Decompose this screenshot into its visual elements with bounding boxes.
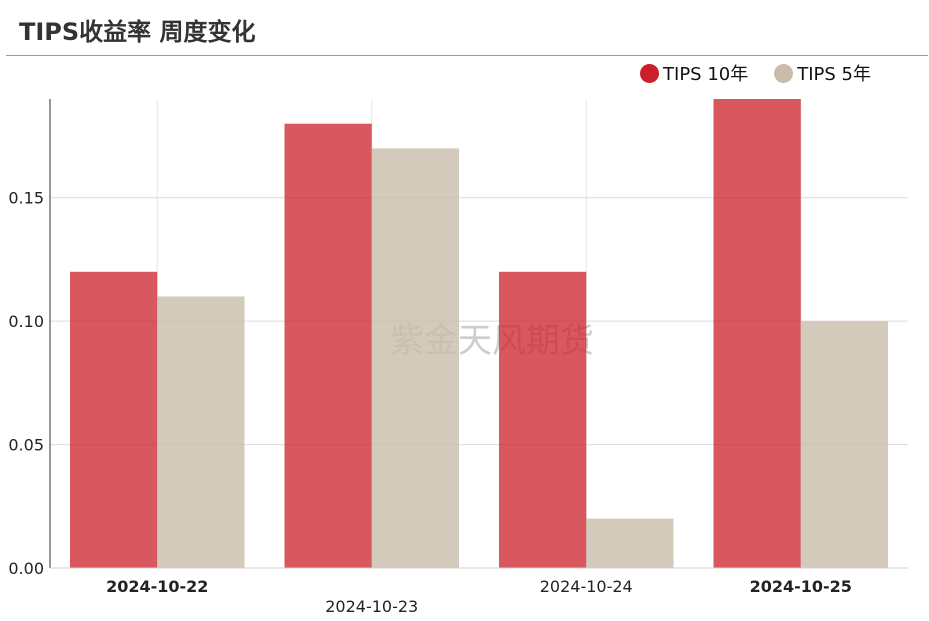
- bar-tips10-2024-10-25: [713, 99, 801, 568]
- chart-title: TIPS收益率 周度变化: [19, 18, 256, 46]
- x-tick-label: 2024-10-22: [106, 577, 208, 596]
- bar-tips5-2024-10-24: [586, 518, 674, 568]
- bar-tips5-2024-10-22: [157, 296, 245, 568]
- bar-tips10-2024-10-24: [499, 271, 587, 568]
- x-tick-label: 2024-10-23: [325, 597, 418, 616]
- title-divider: [6, 55, 928, 56]
- legend-dot-tips10: [640, 63, 660, 83]
- legend-label-tips5: TIPS 5年: [797, 64, 871, 85]
- legend-item-tips10[interactable]: TIPS 10年: [640, 60, 748, 86]
- legend-label-tips10: TIPS 10年: [663, 64, 749, 85]
- legend-item-tips5[interactable]: TIPS 5年: [774, 60, 871, 86]
- legend-dot-tips5: [774, 63, 794, 83]
- y-tick-label: 0.10: [8, 312, 44, 331]
- y-tick-label: 0.05: [8, 436, 44, 455]
- bar-tips5-2024-10-23: [371, 148, 459, 569]
- bar-tips10-2024-10-22: [70, 271, 158, 568]
- legend: TIPS 10年 TIPS 5年: [614, 60, 871, 86]
- y-tick-label: 0.15: [8, 189, 44, 208]
- y-tick-label: 0.00: [8, 559, 44, 578]
- bar-tips5-2024-10-25: [800, 321, 888, 568]
- x-tick-label: 2024-10-24: [540, 577, 633, 596]
- x-tick-label: 2024-10-25: [750, 577, 852, 596]
- bar-tips10-2024-10-23: [284, 123, 372, 569]
